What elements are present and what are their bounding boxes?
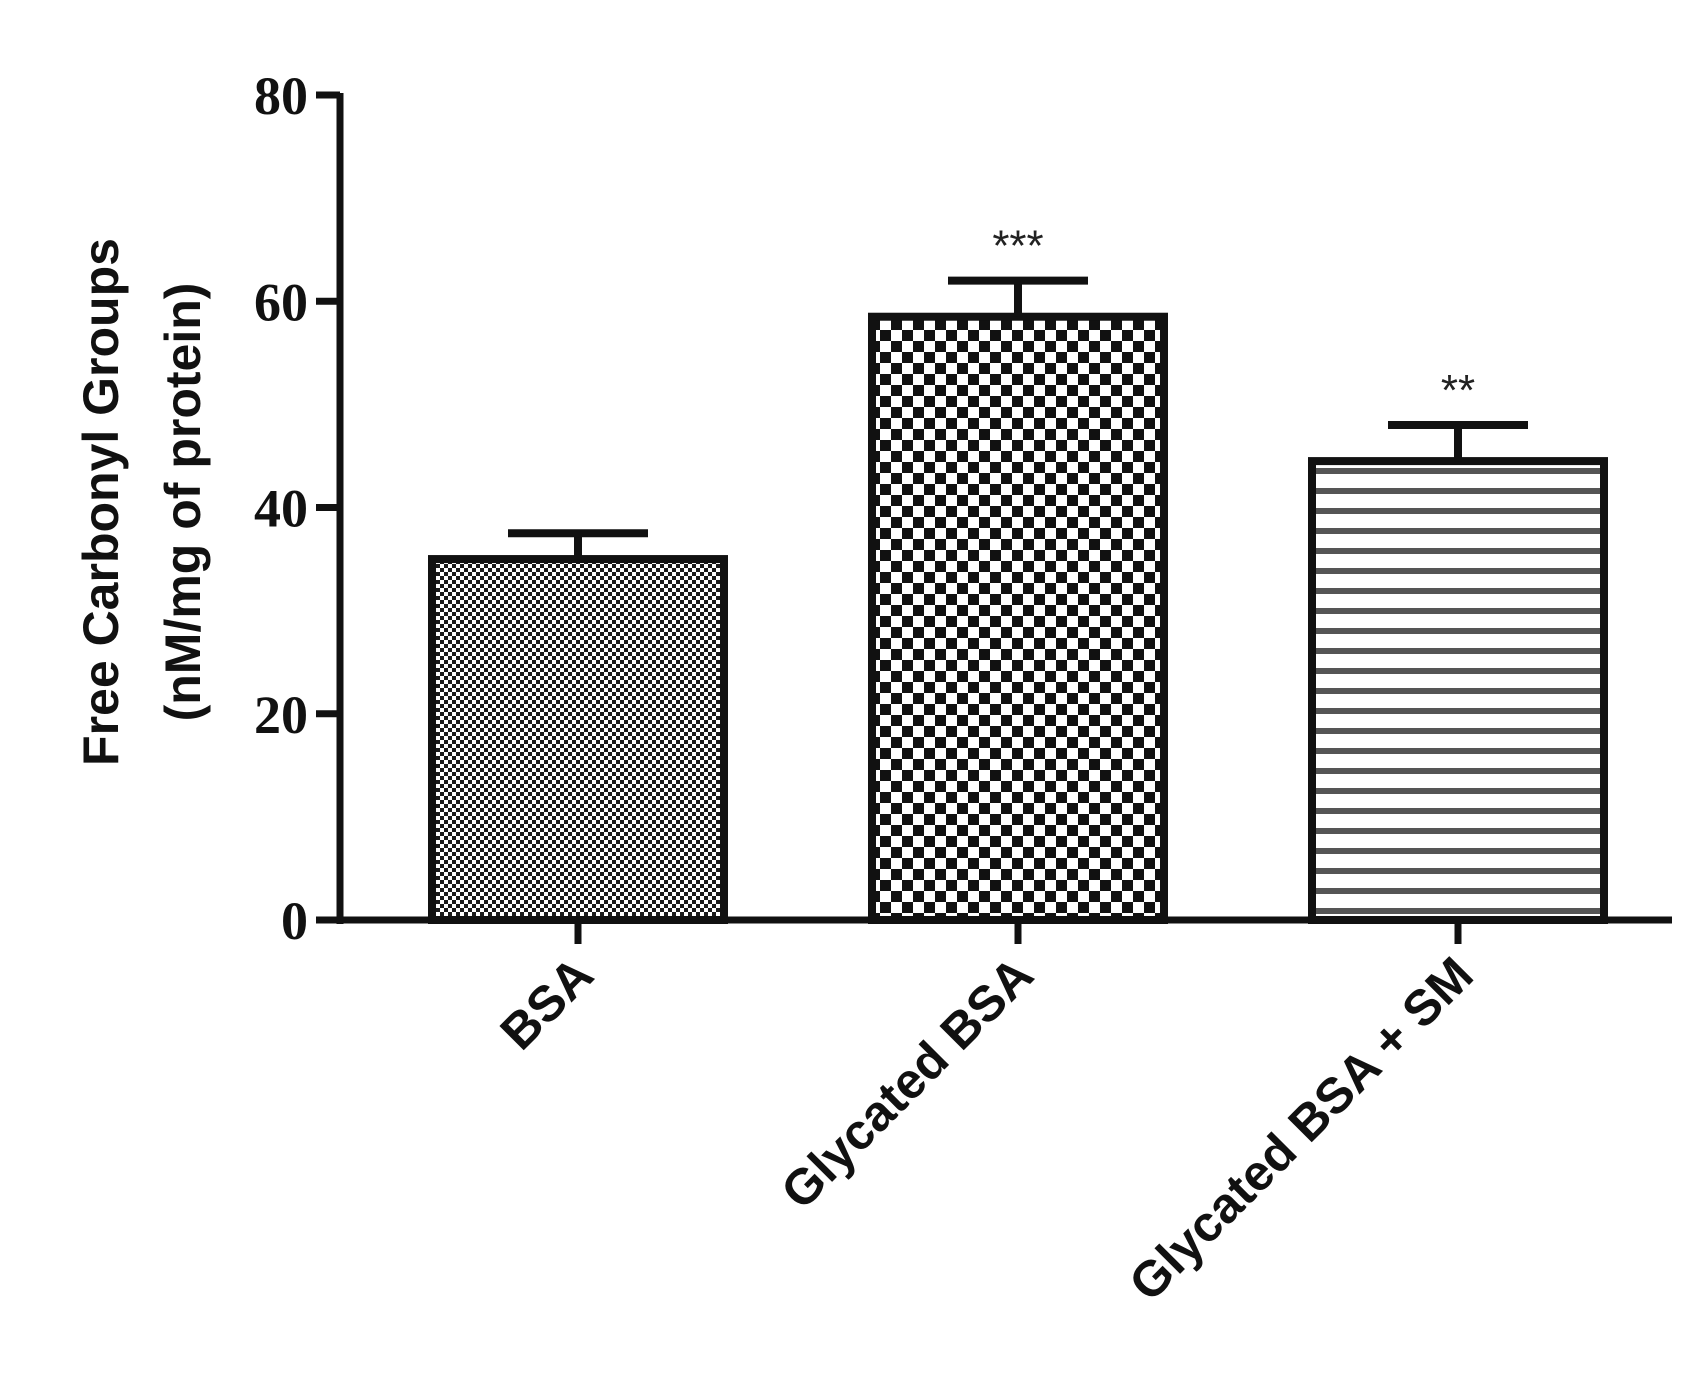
y-tick-label-0: 0	[281, 891, 308, 951]
y-tick-label-40: 40	[254, 479, 308, 539]
significance-label-2: ***	[992, 222, 1043, 271]
bar-3	[1308, 457, 1608, 924]
significance-label-3: **	[1441, 366, 1475, 415]
y-axis-title: Free Carbonyl Groups (nM/mg of protein)	[73, 238, 211, 766]
x-category-label-3: Glycated BSA + SM	[1118, 946, 1483, 1311]
bar-1	[428, 555, 728, 924]
x-category-label-1: BSA	[490, 946, 604, 1060]
y-tick-label-60: 60	[254, 272, 308, 332]
y-axis-title-line-1: Free Carbonyl Groups	[73, 238, 129, 766]
y-axis-title-line-2: (nM/mg of protein)	[155, 283, 211, 722]
y-tick-label-20: 20	[254, 685, 308, 745]
bar-2	[868, 312, 1168, 924]
x-category-label-2: Glycated BSA	[770, 946, 1043, 1219]
y-tick-label-80: 80	[254, 66, 308, 126]
